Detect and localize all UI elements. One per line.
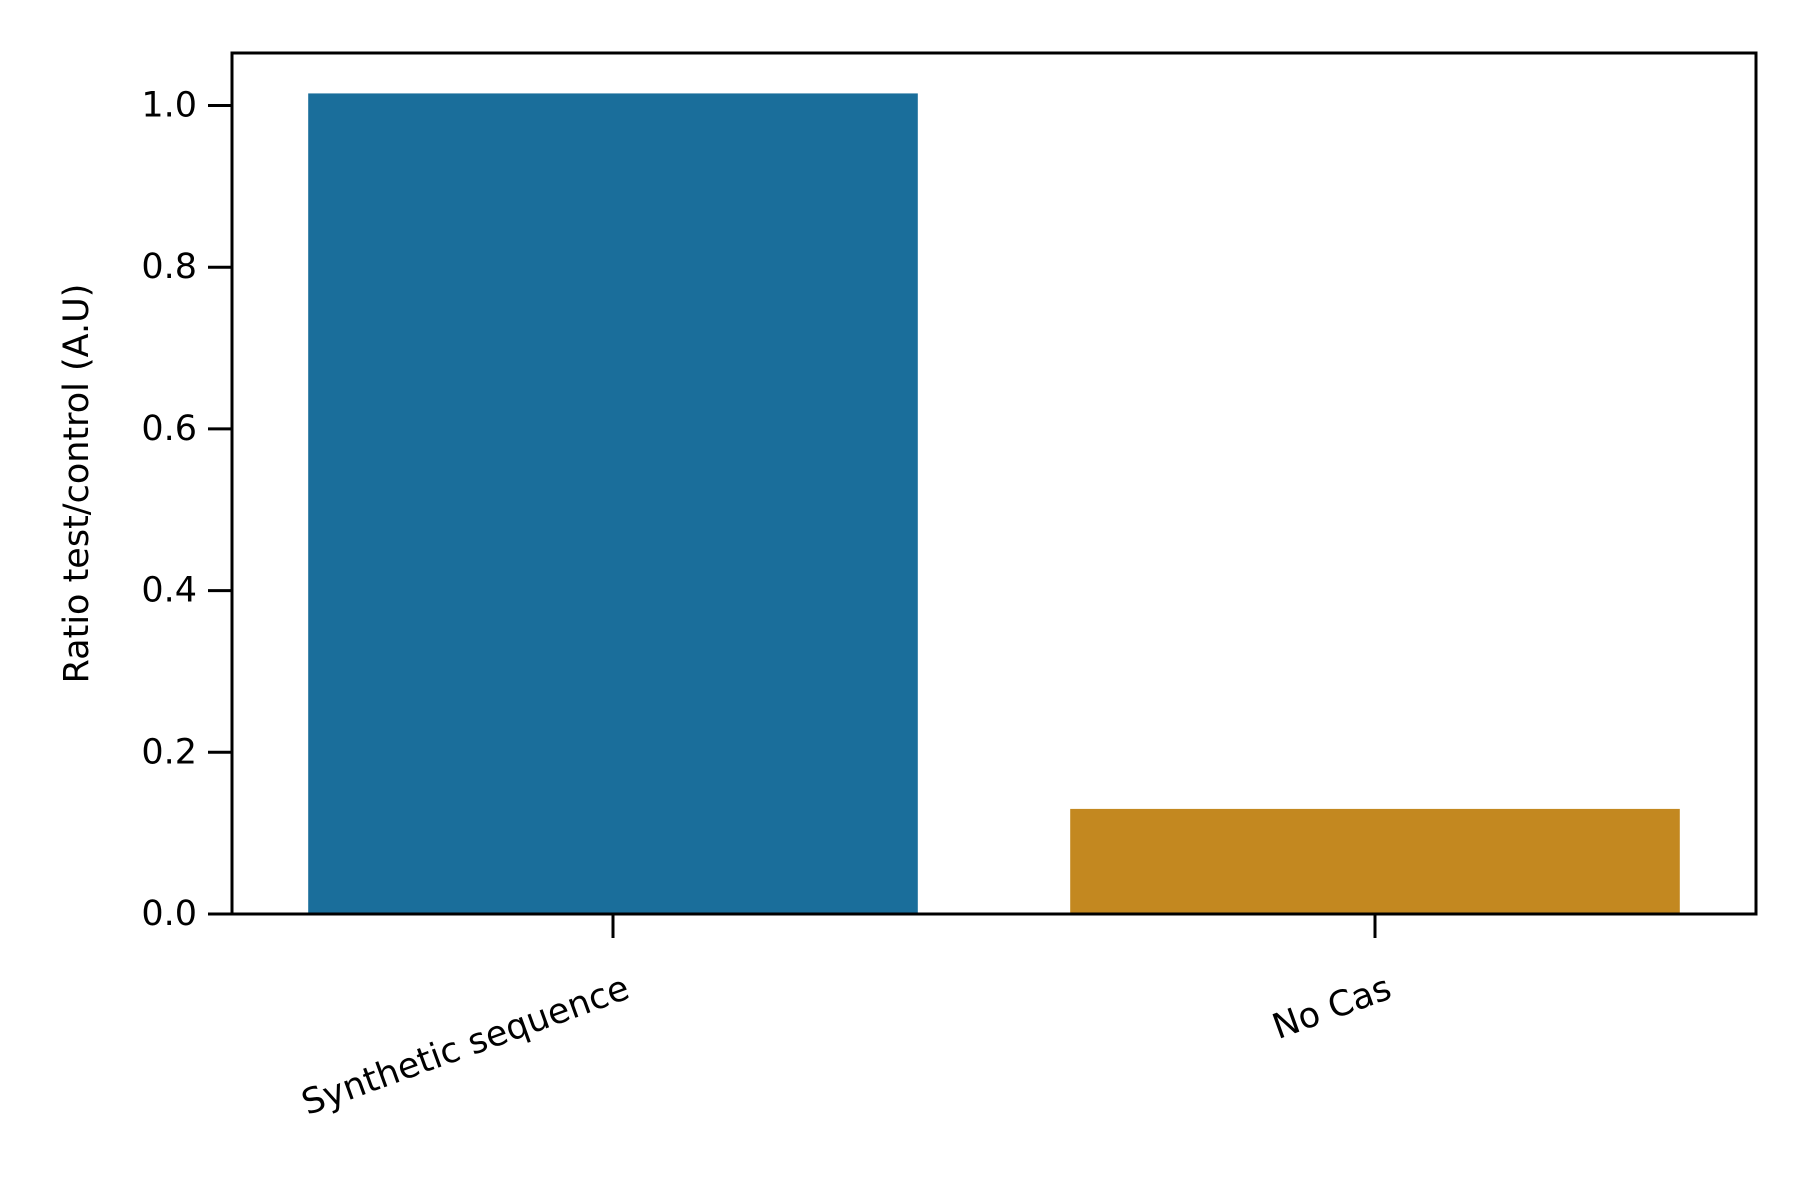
y-tick-label: 0.2 — [141, 732, 197, 772]
y-axis-title: Ratio test/control (A.U) — [57, 284, 97, 684]
y-tick-label: 0.8 — [141, 247, 197, 287]
plot-frame — [230, 51, 1758, 916]
y-tick-label: 0.6 — [141, 409, 197, 449]
y-tick-label: 0.0 — [141, 894, 197, 934]
bar-no-cas — [1070, 808, 1680, 914]
x-tick-label: No Cas — [1267, 968, 1396, 1048]
bars-layer — [308, 93, 1680, 914]
y-tick-label: 1.0 — [141, 86, 197, 126]
y-tick-label: 0.4 — [141, 571, 197, 611]
bar-synthetic-sequence — [308, 93, 918, 914]
x-tick-label: Synthetic sequence — [297, 968, 635, 1124]
